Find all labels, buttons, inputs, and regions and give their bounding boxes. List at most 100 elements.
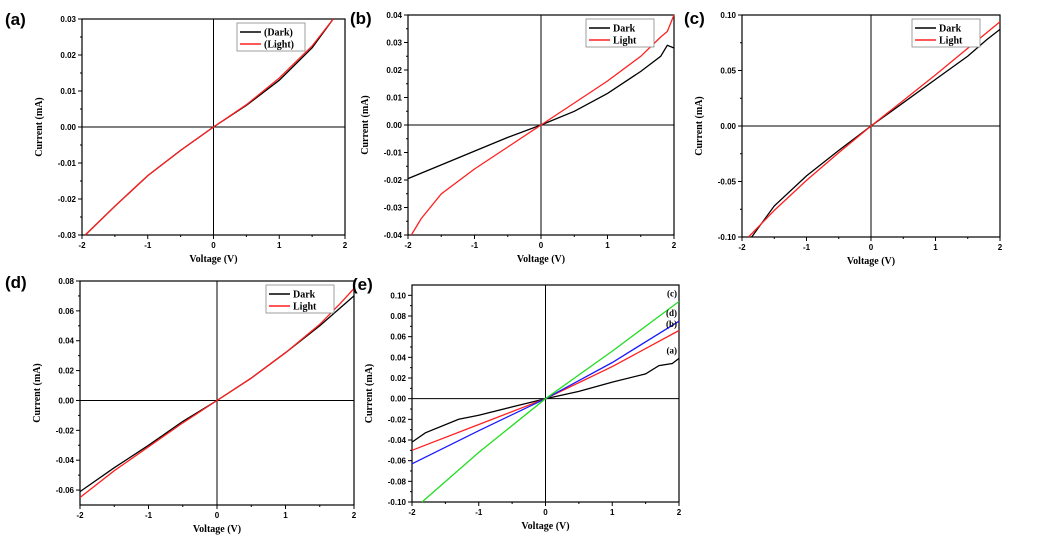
y-tick-label: -0.03 (58, 231, 77, 240)
y-tick-label: 0.02 (60, 51, 76, 60)
y-tick-label: -0.04 (56, 456, 75, 465)
x-tick-label: 1 (933, 243, 938, 252)
y-tick-label: -0.02 (56, 426, 75, 435)
panel-a: (a) -2 -1 0 1 2 -0.03 -0.02 -0.01 0.00 0.01 0.02 0.0… (5, 10, 348, 265)
legend-entry: Dark (939, 24, 962, 35)
y-tick-label: 0.03 (60, 15, 76, 24)
y-tick-label: -0.06 (388, 457, 407, 466)
y-tick-label: 0.02 (386, 66, 402, 75)
panel-label: (c) (684, 9, 705, 28)
legend-box (911, 18, 981, 48)
series-end-label: (b) (666, 319, 677, 329)
y-tick-label: 0.05 (720, 67, 736, 76)
y-tick-label: 0.10 (390, 291, 406, 300)
y-tick-label: -0.02 (58, 195, 77, 204)
legend-entry: (Light) (264, 40, 294, 51)
legend-box (585, 18, 655, 48)
x-tick-label: -1 (144, 241, 152, 250)
y-tick-label: -0.06 (56, 486, 75, 495)
series-line-dark (407, 44, 675, 180)
x-tick-label: 2 (677, 508, 682, 517)
panel-label: (b) (350, 9, 372, 28)
x-tick-label: 1 (277, 241, 282, 250)
y-axis-label: Current (mA) (360, 95, 371, 155)
panel-label: (e) (352, 275, 373, 294)
y-tick-label: -0.10 (718, 233, 737, 242)
legend-box (265, 284, 335, 314)
y-tick-label: 0.02 (58, 367, 74, 376)
legend-entry: Light (613, 36, 637, 47)
y-tick-label: 0.00 (386, 121, 402, 130)
y-tick-label: 0.00 (60, 123, 76, 132)
legend-entry: Light (293, 302, 317, 313)
panel-label: (a) (5, 10, 26, 29)
panel-d: (d) -2 -1 0 1 2 -0.06 -0.04 -0.02 0.00 0.02 0.04 0.0… (5, 273, 357, 535)
x-tick-label: 2 (672, 241, 677, 250)
panel-b: (b) -2 -1 0 1 2 -0.04 -0.03 -0.02 -0.01 0.00 0.01 0.… (350, 9, 677, 265)
legend: (Dark)(Light) (236, 22, 306, 52)
y-tick-label: -0.05 (718, 178, 737, 187)
x-tick-label: 0 (869, 243, 874, 252)
x-tick-label: -2 (738, 243, 746, 252)
series-line-light (748, 21, 1001, 238)
y-tick-label: 0.08 (58, 277, 74, 286)
x-tick-label: -2 (404, 241, 412, 250)
y-tick-label: 0.04 (390, 353, 406, 362)
series-line-dark (751, 28, 1001, 238)
x-tick-label: -1 (475, 508, 483, 517)
y-tick-label: 0.06 (58, 307, 74, 316)
y-tick-label: -0.08 (388, 477, 407, 486)
x-tick-label: -1 (145, 511, 153, 520)
series-end-label: (a) (667, 345, 678, 355)
x-tick-label: 0 (211, 241, 216, 250)
y-tick-label: 0.00 (720, 122, 736, 131)
x-tick-label: 1 (605, 241, 610, 250)
y-tick-label: 0.00 (390, 395, 406, 404)
panel-c: (c) -2 -1 0 1 2 -0.10 -0.05 0.00 0.05 0.10 Voltage … (684, 9, 1003, 267)
x-tick-label: 0 (543, 508, 548, 517)
y-tick-label: 0.03 (386, 39, 402, 48)
x-tick-label: 2 (343, 241, 348, 250)
x-tick-label: 1 (610, 508, 615, 517)
y-axis-label: Current (mA) (364, 364, 375, 424)
x-tick-label: -2 (408, 508, 416, 517)
panel-e: (e) -2 -1 0 1 2 -0.10 -0.08 -0.06 -0.04 -0.02 0.00 0… (352, 275, 682, 532)
x-tick-label: -1 (471, 241, 479, 250)
legend-entry: Light (939, 36, 963, 47)
panel-label: (d) (5, 273, 27, 292)
y-tick-label: -0.02 (384, 176, 403, 185)
x-tick-label: -2 (76, 511, 84, 520)
y-axis-label: Current (mA) (694, 96, 705, 156)
y-tick-label: 0.02 (390, 374, 406, 383)
y-tick-label: 0.01 (386, 94, 402, 103)
y-axis-label: Current (mA) (34, 97, 45, 157)
series-line-light (410, 14, 675, 236)
x-tick-label: -1 (803, 243, 811, 252)
x-axis-label: Voltage (V) (521, 521, 569, 532)
y-tick-label: -0.02 (388, 415, 407, 424)
x-axis-label: Voltage (V) (189, 254, 237, 265)
x-axis-label: Voltage (V) (193, 524, 241, 535)
x-tick-label: 2 (352, 511, 357, 520)
series-line-light (84, 18, 334, 236)
x-axis-label: Voltage (V) (847, 256, 895, 267)
legend-box (236, 22, 306, 52)
series-end-label: (d) (666, 308, 677, 318)
x-axis-label: Voltage (V) (517, 254, 565, 265)
y-tick-label: -0.03 (384, 204, 403, 213)
y-tick-label: -0.10 (388, 498, 407, 507)
series-line-a (411, 357, 680, 443)
y-tick-label: 0.06 (390, 333, 406, 342)
y-tick-label: 0.01 (60, 87, 76, 96)
x-tick-label: 1 (283, 511, 288, 520)
y-tick-label: 0.04 (58, 337, 74, 346)
x-tick-label: 0 (215, 511, 220, 520)
legend-entry: (Dark) (264, 28, 293, 39)
series-end-label: (c) (667, 289, 677, 299)
y-tick-label: 0.10 (720, 11, 736, 20)
y-tick-label: -0.01 (384, 149, 403, 158)
